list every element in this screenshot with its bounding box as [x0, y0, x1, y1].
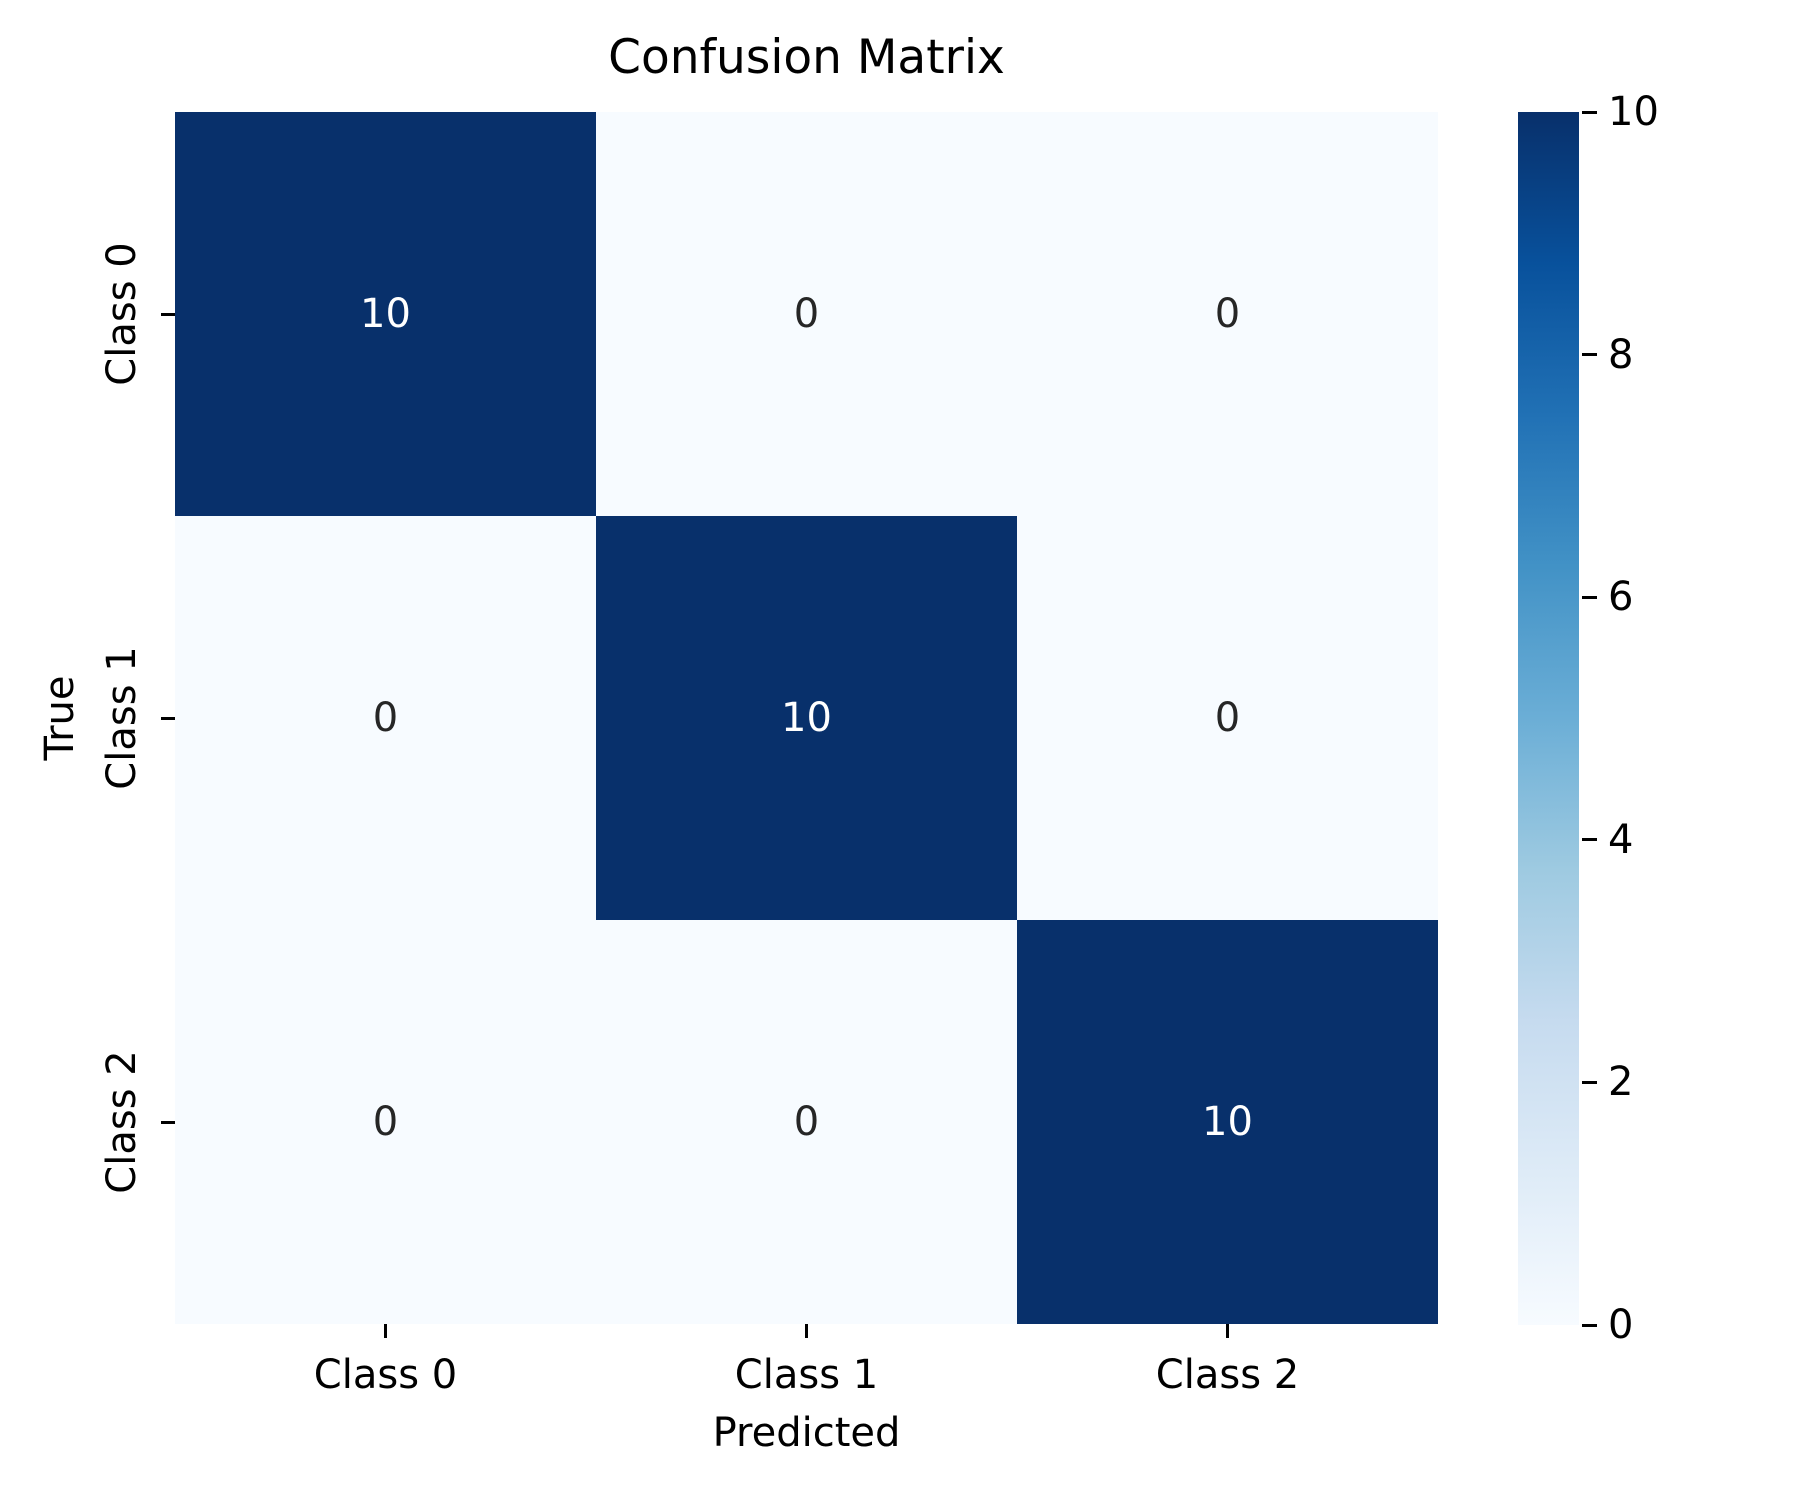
- colorbar-tick-mark: [1582, 353, 1597, 357]
- heatmap-cell-r1-c1: 10: [596, 516, 1017, 920]
- heatmap-cell-r2-c0: 0: [175, 920, 596, 1324]
- cell-value: 0: [372, 1099, 399, 1145]
- colorbar: [1518, 112, 1579, 1325]
- colorbar-tick-mark: [1582, 1080, 1597, 1084]
- colorbar-tick-label: 10: [1608, 89, 1659, 135]
- heatmap-cell-r0-c0: 10: [175, 112, 596, 516]
- cell-value: 10: [360, 291, 411, 337]
- x-axis-label: Predicted: [712, 1410, 901, 1456]
- x-tick-mark: [384, 1324, 387, 1338]
- cell-value: 0: [793, 291, 820, 337]
- y-tick-label: Class 1: [99, 646, 145, 790]
- y-tick-mark: [161, 716, 175, 720]
- colorbar-tick-mark: [1582, 595, 1597, 599]
- x-tick-mark: [805, 1324, 808, 1338]
- heatmap: 10 0 0 0 10 0 0 0 10: [175, 112, 1438, 1324]
- heatmap-cell-r1-c2: 0: [1017, 516, 1438, 920]
- cell-value: 10: [781, 695, 832, 741]
- y-tick-mark: [161, 1120, 175, 1124]
- colorbar-tick-label: 8: [1608, 331, 1634, 378]
- colorbar-tick-mark: [1582, 110, 1597, 114]
- cell-value: 0: [1214, 695, 1241, 741]
- colorbar-tick-mark: [1582, 838, 1597, 842]
- y-tick-mark: [161, 312, 175, 316]
- cell-value: 10: [1202, 1099, 1253, 1145]
- colorbar-tick-mark: [1582, 1323, 1597, 1327]
- cell-value: 0: [793, 1099, 820, 1145]
- colorbar-tick-label: 2: [1608, 1059, 1634, 1106]
- chart-title: Confusion Matrix: [608, 30, 1005, 85]
- heatmap-cell-r1-c0: 0: [175, 516, 596, 920]
- x-tick-label: Class 2: [1155, 1352, 1300, 1398]
- heatmap-cell-r0-c1: 0: [596, 112, 1017, 516]
- colorbar-tick-label: 0: [1608, 1302, 1634, 1348]
- cell-value: 0: [1214, 291, 1241, 337]
- x-tick-label: Class 1: [734, 1352, 879, 1398]
- cell-value: 0: [372, 695, 399, 741]
- heatmap-cell-r0-c2: 0: [1017, 112, 1438, 516]
- colorbar-tick-label: 4: [1608, 816, 1634, 863]
- heatmap-cell-r2-c2: 10: [1017, 920, 1438, 1324]
- x-tick-label: Class 0: [313, 1352, 458, 1398]
- y-axis-label: True: [37, 675, 83, 761]
- y-tick-label: Class 0: [99, 242, 145, 386]
- x-tick-mark: [1226, 1324, 1229, 1338]
- heatmap-cell-r2-c1: 0: [596, 920, 1017, 1324]
- y-tick-label: Class 2: [99, 1050, 145, 1194]
- colorbar-tick-label: 6: [1608, 574, 1634, 621]
